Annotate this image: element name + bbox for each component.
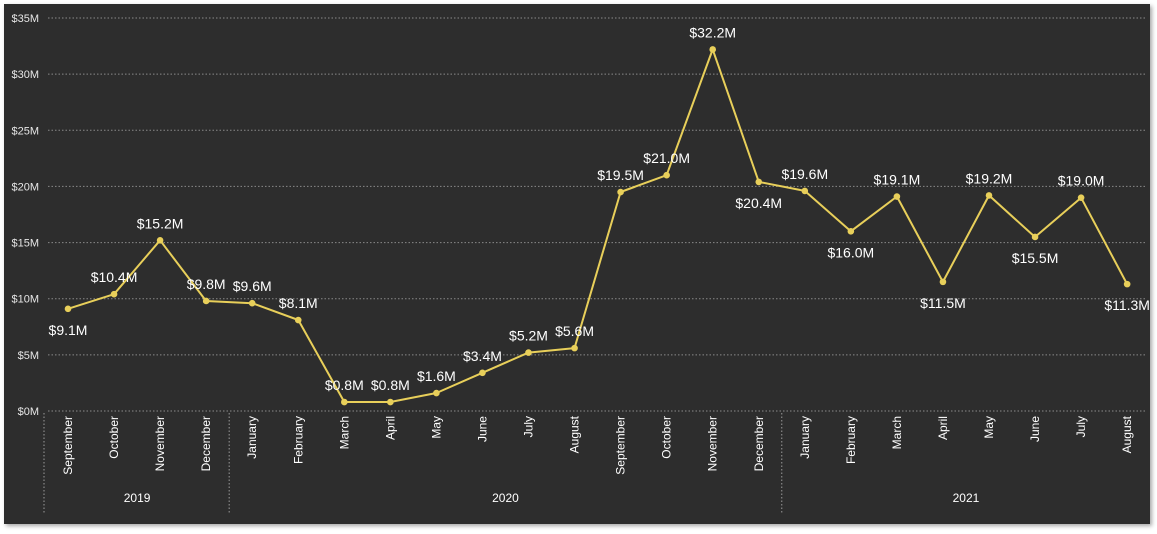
data-label: $11.3M <box>1104 297 1150 313</box>
data-label: $19.2M <box>966 170 1013 186</box>
x-tick-label: February <box>291 416 305 464</box>
x-tick-label: November <box>153 416 167 471</box>
x-tick-label: April <box>936 416 950 440</box>
x-tick-label: April <box>383 416 397 440</box>
x-tick-label: August <box>1120 415 1134 453</box>
data-label: $5.6M <box>555 323 594 339</box>
data-point <box>110 290 118 298</box>
x-tick-label: June <box>475 416 489 442</box>
x-tick-label: January <box>245 416 259 459</box>
x-tick-label: February <box>844 416 858 464</box>
data-label: $20.4M <box>735 195 782 211</box>
data-point <box>294 316 302 324</box>
data-label: $3.4M <box>463 348 502 364</box>
x-tick-label: November <box>706 416 720 471</box>
x-tick-label: January <box>798 416 812 459</box>
data-point <box>1077 194 1085 201</box>
data-label: $15.2M <box>137 215 184 231</box>
x-tick-label: March <box>890 416 904 449</box>
data-label: $1.6M <box>417 368 456 384</box>
x-tick-label: July <box>522 416 536 437</box>
y-tick-label: $20M <box>11 181 39 193</box>
data-point <box>202 297 210 305</box>
x-tick-label: July <box>1074 416 1088 437</box>
data-point <box>479 369 486 377</box>
x-tick-label: May <box>982 416 996 439</box>
x-tick-label: October <box>107 416 121 459</box>
data-point <box>1031 233 1039 241</box>
data-point <box>156 237 164 244</box>
y-tick-label: $30M <box>11 69 39 81</box>
x-tick-label: August <box>568 415 582 453</box>
data-label: $5.2M <box>509 328 548 344</box>
data-point <box>617 188 624 196</box>
data-point <box>387 398 394 406</box>
x-tick-label: March <box>337 416 351 449</box>
data-label: $16.0M <box>827 244 874 260</box>
x-tick-label: May <box>429 416 443 439</box>
year-label: 2020 <box>492 491 519 505</box>
data-label: $0.8M <box>371 377 410 393</box>
data-label: $8.1M <box>279 295 318 311</box>
y-tick-label: $0M <box>18 406 39 418</box>
x-tick-label: December <box>752 416 766 471</box>
y-tick-label: $25M <box>11 125 39 137</box>
data-point <box>985 192 993 199</box>
data-point <box>1123 280 1131 288</box>
x-tick-label: October <box>660 416 674 459</box>
data-point <box>571 344 578 352</box>
data-label: $19.5M <box>597 167 644 183</box>
data-label: $9.8M <box>187 276 226 292</box>
line-chart: $0M $5M $10M $15M $20M $25M $30M $35M 2019 2020 20… <box>11 13 1150 514</box>
data-label: $9.1M <box>49 322 88 338</box>
data-point <box>847 228 855 235</box>
data-point <box>663 171 670 179</box>
data-point <box>248 299 256 307</box>
data-point <box>433 389 440 397</box>
data-point <box>525 349 532 356</box>
data-point <box>64 305 72 313</box>
y-tick-label: $35M <box>11 13 39 25</box>
data-label: $0.8M <box>325 377 364 393</box>
data-point <box>755 178 763 186</box>
x-tick-label: June <box>1028 416 1042 442</box>
data-point <box>893 193 901 200</box>
y-tick-label: $15M <box>11 238 39 250</box>
data-label: $15.5M <box>1012 250 1059 266</box>
data-point <box>939 278 947 286</box>
data-label: $9.6M <box>233 278 272 294</box>
y-tick-label: $5M <box>18 350 39 362</box>
data-point <box>341 398 348 406</box>
year-label: 2021 <box>953 491 980 505</box>
data-label: $32.2M <box>689 24 736 40</box>
series-line <box>67 48 1128 403</box>
y-tick-label: $10M <box>11 294 39 306</box>
x-tick-label: September <box>614 416 628 475</box>
x-tick-label: September <box>61 416 75 475</box>
data-label: $10.4M <box>91 269 138 285</box>
data-point <box>801 187 809 195</box>
data-point <box>709 46 716 53</box>
x-tick-label: December <box>199 416 213 471</box>
data-label: $11.5M <box>920 295 966 311</box>
chart-panel: $0M $5M $10M $15M $20M $25M $30M $35M 2019 2020 20… <box>4 4 1150 524</box>
data-label: $19.0M <box>1058 173 1105 189</box>
year-label: 2019 <box>124 491 151 505</box>
data-label: $19.1M <box>874 172 921 188</box>
data-label: $21.0M <box>643 150 690 166</box>
data-label: $19.6M <box>781 166 828 182</box>
